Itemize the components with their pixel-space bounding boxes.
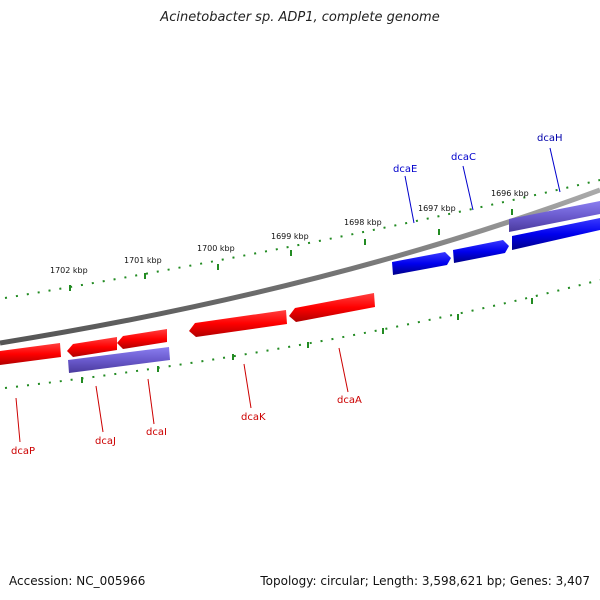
gene-label-dcaP: dcaP [11, 446, 35, 457]
gene-dcaP-arrow [0, 343, 61, 365]
forward-genes [392, 218, 600, 275]
tick-label: 1700 kbp [197, 244, 235, 253]
outer-tick-track [4, 179, 600, 299]
reverse-leader-lines [15, 347, 349, 443]
gene-label-dcaA: dcaA [337, 395, 362, 406]
gene-dcaJ-arrow [67, 337, 117, 357]
gene-dcaI-arrow [117, 329, 167, 349]
inner-tick-track [4, 279, 600, 389]
gene-label-dcaH: dcaH [537, 133, 563, 144]
reverse-operon-bar [68, 347, 170, 373]
page-title: Acinetobacter sp. ADP1, complete genome [160, 10, 440, 25]
tick-label: 1702 kbp [50, 266, 88, 275]
gene-label-dcaJ: dcaJ [95, 436, 116, 447]
tick-labels: 1696 kbp 1697 kbp 1698 kbp 1699 kbp 1700… [50, 189, 529, 275]
genome-summary-text: Topology: circular; Length: 3,598,621 bp… [260, 574, 590, 588]
gene-dcaK-arrow [189, 310, 287, 337]
tick-label: 1701 kbp [124, 256, 162, 265]
accession-text: Accession: NC_005966 [9, 574, 146, 588]
tick-label: 1696 kbp [491, 189, 529, 198]
tick-label: 1698 kbp [344, 218, 382, 227]
gene-label-dcaK: dcaK [241, 412, 266, 423]
tick-label: 1699 kbp [271, 232, 309, 241]
forward-gene-labels: dcaH dcaC dcaE [393, 133, 563, 175]
gene-label-dcaE: dcaE [393, 164, 417, 175]
reverse-gene-labels: dcaA dcaK dcaI dcaJ dcaP [11, 395, 362, 457]
major-ticks-inner [81, 298, 533, 383]
gene-dcaE-arrow [392, 252, 451, 275]
gene-label-dcaI: dcaI [146, 427, 167, 438]
gene-dcaA-arrow [289, 293, 375, 322]
forward-leader-lines [404, 147, 561, 224]
gene-dcaH-arrow [512, 218, 600, 250]
gene-label-dcaC: dcaC [451, 152, 476, 163]
reverse-genes [0, 293, 375, 365]
gene-dcaC-arrow [453, 240, 509, 263]
major-ticks-outer [69, 209, 513, 291]
tick-label: 1697 kbp [418, 204, 456, 213]
forward-operon-bar [509, 201, 600, 232]
